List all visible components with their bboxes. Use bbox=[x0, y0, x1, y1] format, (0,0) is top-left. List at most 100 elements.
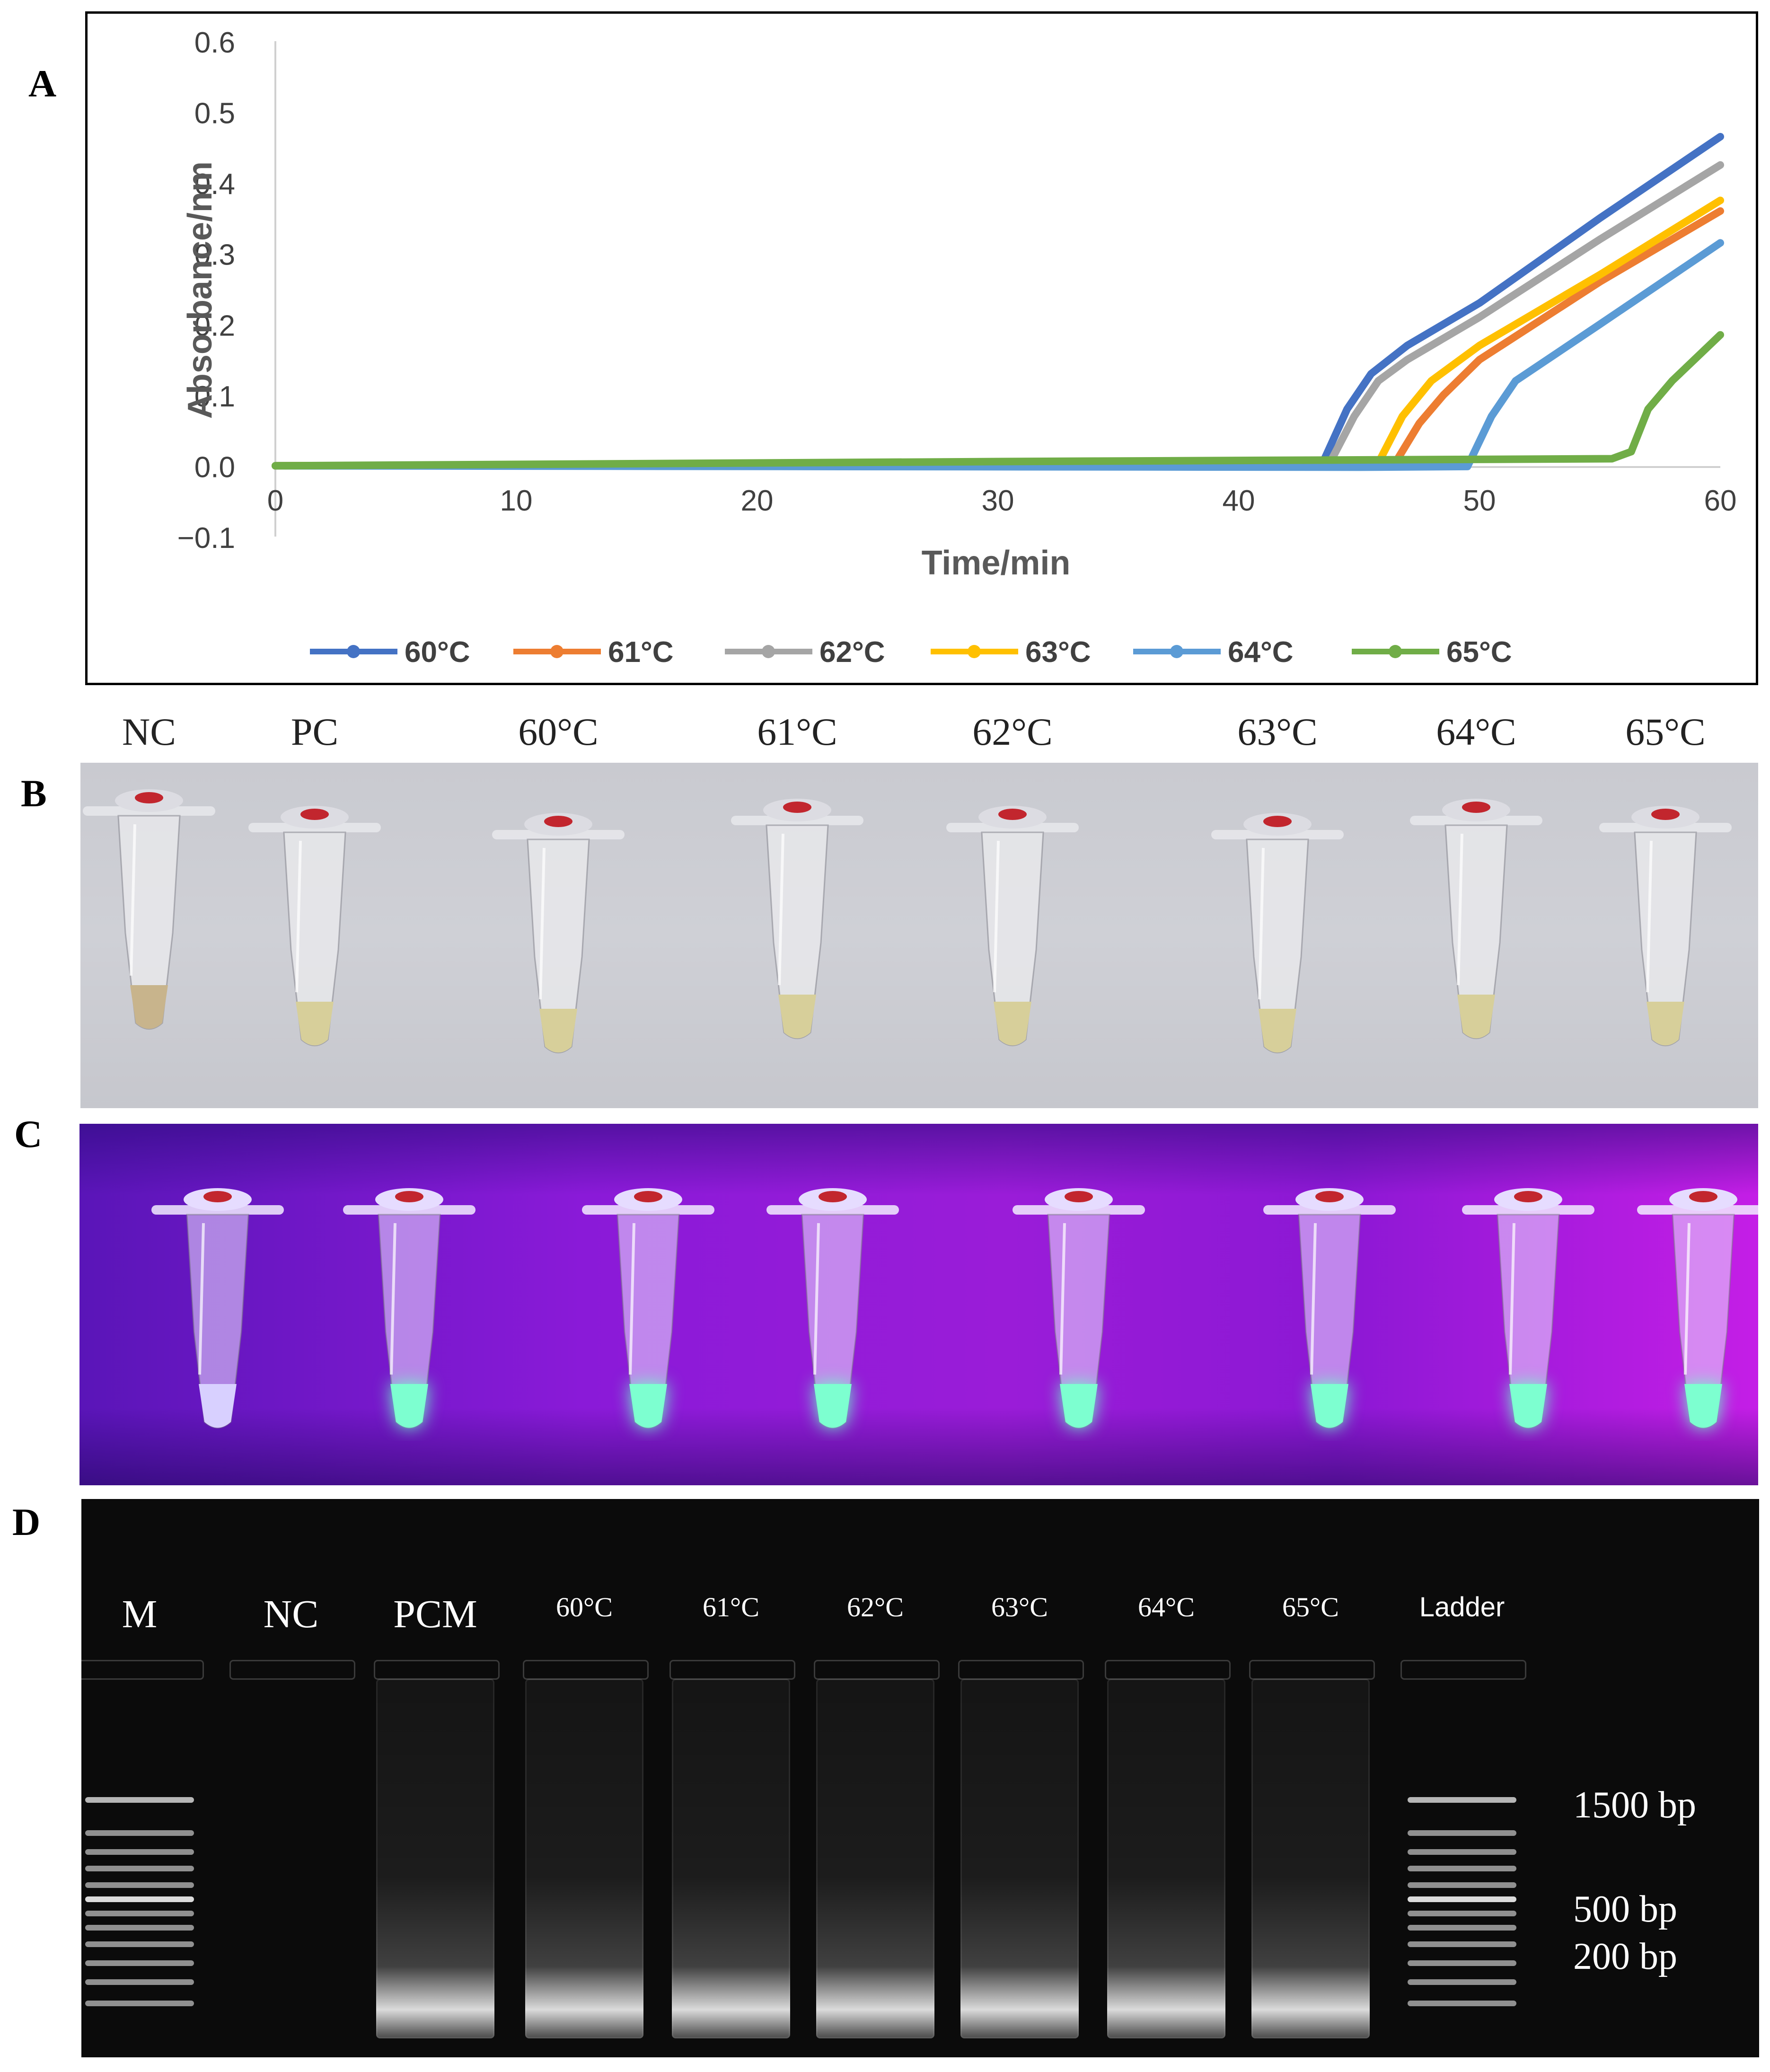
ladder-band bbox=[85, 1849, 194, 1855]
panel-label-c: C bbox=[14, 1112, 43, 1155]
ladder-band bbox=[85, 1960, 194, 1966]
gel-well bbox=[669, 1660, 795, 1680]
tube-label: 60°C bbox=[518, 710, 599, 753]
legend-item: 64°C bbox=[1133, 636, 1294, 669]
ladder-band bbox=[85, 1882, 194, 1888]
reaction-tube bbox=[726, 786, 868, 1054]
dna-smear-band bbox=[960, 1679, 1079, 2038]
ladder-band bbox=[1408, 1882, 1516, 1888]
ladder-band bbox=[1408, 2001, 1516, 2006]
reaction-tube bbox=[942, 794, 1083, 1061]
legend-item: 62°C bbox=[725, 636, 885, 669]
uv-reaction-tube bbox=[1457, 1176, 1599, 1443]
gel-well bbox=[1249, 1660, 1375, 1680]
series-line bbox=[272, 207, 1724, 470]
x-tick-label: 40 bbox=[1223, 485, 1255, 517]
legend-item: 65°C bbox=[1352, 636, 1512, 669]
tube-photo-uv-light bbox=[79, 1124, 1758, 1485]
size-marker-label: 200 bp bbox=[1573, 1936, 1677, 1977]
series-line bbox=[272, 196, 1724, 470]
lane-label: PCM bbox=[393, 1592, 477, 1636]
dna-smear-band bbox=[1251, 1679, 1370, 2038]
panel-label-a: A bbox=[28, 62, 57, 105]
legend-label: 61°C bbox=[608, 636, 674, 669]
uv-reaction-tube bbox=[1259, 1176, 1400, 1443]
lane-label: NC bbox=[263, 1592, 319, 1636]
legend-item: 60°C bbox=[310, 636, 470, 669]
x-tick-label: 0 bbox=[267, 485, 283, 517]
panel-label-d: D bbox=[12, 1500, 41, 1543]
series-line bbox=[272, 331, 1724, 470]
x-tick-label: 60 bbox=[1704, 485, 1737, 517]
reaction-tube bbox=[487, 801, 629, 1068]
ladder-band bbox=[1408, 1941, 1516, 1947]
lane-label: 64°C bbox=[1138, 1592, 1195, 1622]
lane-label: 60°C bbox=[556, 1592, 613, 1622]
ladder-band bbox=[1408, 1866, 1516, 1871]
ladder-band bbox=[1408, 1960, 1516, 1966]
ladder-band bbox=[1408, 1896, 1516, 1902]
y-tick-label: −0.1 bbox=[177, 522, 235, 555]
gel-well bbox=[229, 1660, 355, 1680]
y-tick-label: 0.2 bbox=[194, 309, 235, 342]
dna-smear-band bbox=[525, 1679, 643, 2038]
ladder-band bbox=[1408, 1979, 1516, 1985]
ladder-band bbox=[85, 1979, 194, 1985]
x-tick-label: 10 bbox=[500, 485, 533, 517]
legend-marker bbox=[550, 645, 564, 658]
dna-smear-band bbox=[816, 1679, 934, 2038]
legend-label: 65°C bbox=[1446, 636, 1512, 669]
gel-well bbox=[814, 1660, 940, 1680]
legend-marker bbox=[762, 645, 775, 658]
line-chart: 0.60.50.40.30.20.10.0−0.1 0 10 20 30 40 50 60 … bbox=[177, 26, 1737, 669]
gel-well bbox=[523, 1660, 649, 1680]
uv-reaction-tube bbox=[147, 1176, 289, 1443]
lane-label: M bbox=[122, 1592, 158, 1636]
y-tick-label: 0.0 bbox=[194, 451, 235, 484]
uv-reaction-tube bbox=[577, 1176, 719, 1443]
ladder-band bbox=[85, 1866, 194, 1871]
gel-well bbox=[1105, 1660, 1231, 1680]
panel-label-b: B bbox=[21, 772, 47, 815]
ladder-band bbox=[85, 1830, 194, 1836]
legend-item: 63°C bbox=[931, 636, 1091, 669]
dna-smear-band bbox=[672, 1679, 790, 2038]
tube-photo-visible-light bbox=[80, 763, 1758, 1108]
reaction-tube bbox=[244, 794, 386, 1061]
gel-well bbox=[958, 1660, 1084, 1680]
legend-marker bbox=[347, 645, 360, 658]
dna-smear-band bbox=[1107, 1679, 1225, 2038]
reaction-tube bbox=[1405, 786, 1547, 1054]
legend-marker bbox=[968, 645, 981, 658]
reaction-tube bbox=[1594, 794, 1736, 1061]
uv-reaction-tube bbox=[1008, 1176, 1150, 1443]
ladder-band bbox=[85, 1797, 194, 1803]
ladder-band bbox=[85, 1925, 194, 1931]
lane-label: 62°C bbox=[847, 1592, 904, 1622]
uv-reaction-tube bbox=[1632, 1176, 1758, 1443]
size-marker-label: 1500 bp bbox=[1573, 1784, 1696, 1826]
y-tick-label: 0.6 bbox=[194, 26, 235, 59]
reaction-tube bbox=[80, 777, 220, 1044]
agarose-gel-image: M NC PCM 60°C 61°C 62°C 63°C 64°C 65°C Ladder bbox=[81, 1499, 1759, 2057]
dna-smear-band bbox=[376, 1679, 494, 2038]
gel-well bbox=[1400, 1660, 1526, 1680]
ladder-band bbox=[85, 1896, 194, 1902]
uv-reaction-tube bbox=[762, 1176, 904, 1443]
tube-label: 62°C bbox=[972, 710, 1053, 753]
y-axis-title: Absorbance/nm bbox=[181, 161, 219, 419]
tube-label: 64°C bbox=[1436, 710, 1516, 753]
ladder-band bbox=[85, 1911, 194, 1916]
tube-label: 65°C bbox=[1625, 710, 1706, 753]
tube-label: 63°C bbox=[1237, 710, 1318, 753]
y-tick-label: 0.4 bbox=[194, 168, 235, 201]
legend-label: 62°C bbox=[819, 636, 885, 669]
x-tick-label: 50 bbox=[1463, 485, 1496, 517]
ladder-band bbox=[1408, 1830, 1516, 1836]
y-tick-label: 0.3 bbox=[194, 239, 235, 272]
lane-label: 61°C bbox=[703, 1592, 759, 1622]
legend-marker bbox=[1389, 645, 1402, 658]
lane-label: 63°C bbox=[991, 1592, 1048, 1622]
size-marker-label: 500 bp bbox=[1573, 1888, 1677, 1930]
ladder-band bbox=[85, 1941, 194, 1947]
